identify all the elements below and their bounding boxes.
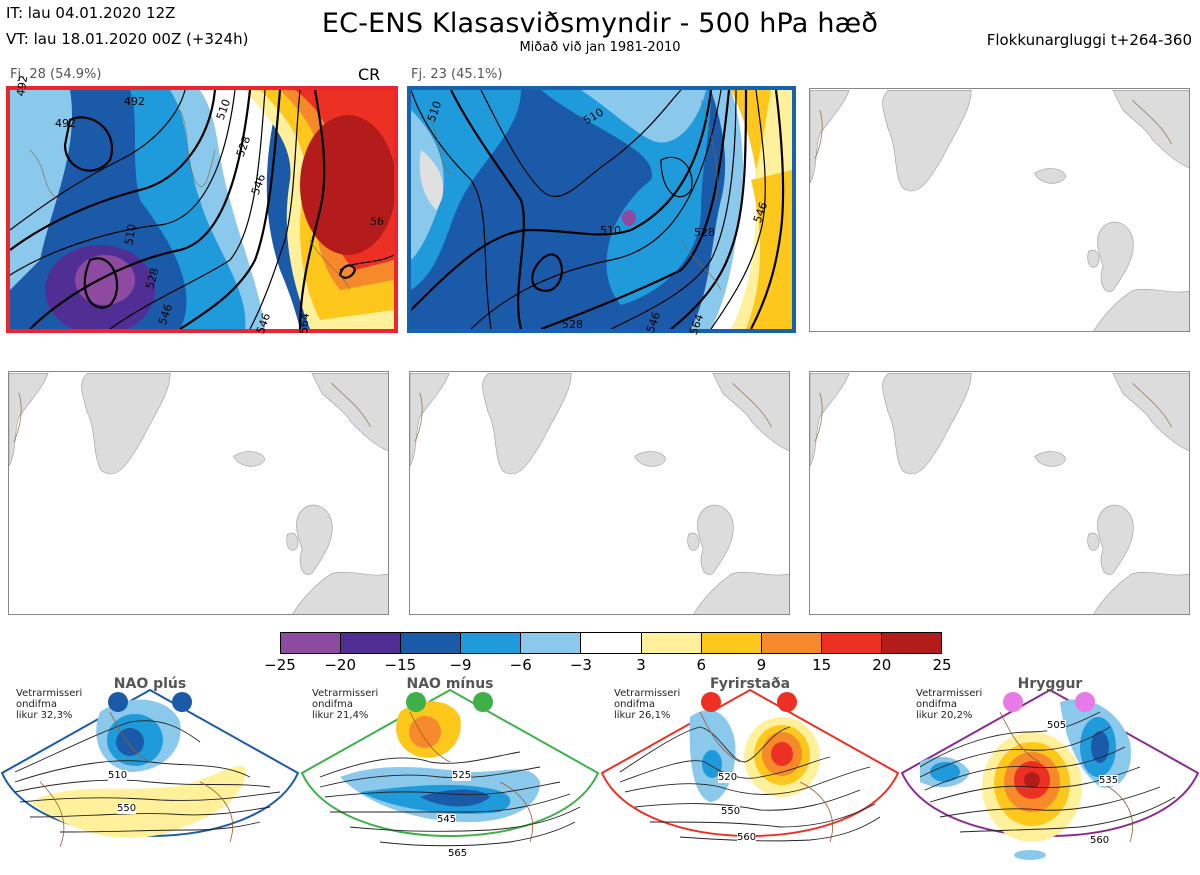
regime-contour-label: 545 xyxy=(437,814,457,825)
regime-contour-label: 525 xyxy=(452,770,472,781)
empty-map-3 xyxy=(409,371,790,615)
colorbar-segment xyxy=(880,633,942,653)
regime-dot xyxy=(172,692,192,712)
regime-title-blocking: Fyrirstaða xyxy=(709,676,791,692)
cluster-map-1-graphic xyxy=(10,90,394,329)
colorbar-segment xyxy=(460,633,521,653)
colorbar-label: 15 xyxy=(812,656,832,674)
regime-title-nao-plus: NAO plús xyxy=(113,676,187,692)
empty-map-1 xyxy=(809,88,1190,332)
regime-note-nao-minus: Vetrarmisseri ondifma likur 21,4% xyxy=(312,688,379,721)
regime-contour-label: 560 xyxy=(737,832,757,843)
colorbar-label: 25 xyxy=(932,656,952,674)
regime-contour-label: 535 xyxy=(1099,775,1119,786)
regime-contour-label: 505 xyxy=(1047,720,1067,731)
page-subtitle: Miðað við jan 1981-2010 xyxy=(519,40,681,55)
regime-note-blocking: Vetrarmisseri ondifma likur 26,1% xyxy=(614,688,681,721)
regime-contour-label: 510 xyxy=(108,770,128,781)
regime-row: NAO plús NAO mínus Fyrirstaða Hryggur Ve… xyxy=(0,672,1200,871)
regime-contour-label: 550 xyxy=(721,806,741,817)
panel1-caption: Fj. 28 (54.9%) xyxy=(10,67,102,82)
regime-dot xyxy=(1003,692,1023,712)
regime-nao-minus xyxy=(300,688,600,847)
colorbar-segment xyxy=(281,633,341,653)
contour-label: 492 xyxy=(124,95,145,108)
empty-map-2 xyxy=(8,371,389,615)
colorbar-label: 6 xyxy=(696,656,707,674)
regime-title-ridge: Hryggur xyxy=(1017,676,1083,692)
colorbar-segment xyxy=(760,633,821,653)
colorbar-segment xyxy=(580,633,641,653)
regime-dot xyxy=(1075,692,1095,712)
regime-contour-label: 520 xyxy=(718,772,738,783)
colorbar-label: −6 xyxy=(509,656,532,674)
panel1-tag: CR xyxy=(358,65,381,84)
regime-graphics xyxy=(0,688,1200,860)
contour-label: 56 xyxy=(370,215,384,228)
regime-note-nao-plus: Vetrarmisseri ondifma likur 32,3% xyxy=(16,688,83,721)
regime-title-nao-minus: NAO mínus xyxy=(406,676,494,692)
regime-dot xyxy=(108,692,128,712)
regime-nao-plus xyxy=(0,688,300,848)
cluster-map-2-graphic xyxy=(411,90,792,329)
regime-contour-label: 550 xyxy=(117,803,137,814)
cluster-map-1 xyxy=(6,86,398,333)
contour-label: 528 xyxy=(694,226,715,239)
colorbar-segment xyxy=(700,633,761,653)
contour-label: 564 xyxy=(297,312,312,335)
colorbar-segment xyxy=(520,633,581,653)
regime-dot xyxy=(701,692,721,712)
regime-dot xyxy=(777,692,797,712)
contour-label: 492 xyxy=(55,117,76,130)
regime-note-ridge: Vetrarmisseri ondifma likur 20,2% xyxy=(916,688,983,721)
contour-label: 528 xyxy=(562,318,583,331)
empty-map-4 xyxy=(809,371,1190,615)
colorbar-segment xyxy=(340,633,401,653)
colorbar-label: −20 xyxy=(324,656,356,674)
regime-dot xyxy=(473,692,493,712)
valid-time: VT: lau 18.01.2020 00Z (+324h) xyxy=(6,30,249,48)
colorbar xyxy=(280,632,942,654)
contour-label: 510 xyxy=(600,224,621,237)
page-title: EC-ENS Klasasviðsmyndir - 500 hPa hæð xyxy=(321,8,879,39)
regime-blocking xyxy=(600,688,900,843)
colorbar-label: 9 xyxy=(756,656,767,674)
colorbar-segment xyxy=(640,633,701,653)
regime-dot xyxy=(406,692,426,712)
colorbar-label: 3 xyxy=(636,656,646,674)
colorbar-segment xyxy=(400,633,461,653)
colorbar-label: −9 xyxy=(449,656,472,674)
colorbar-label: −15 xyxy=(384,656,417,674)
cluster-map-2 xyxy=(407,86,796,333)
initial-time: IT: lau 04.01.2020 12Z xyxy=(6,4,176,22)
colorbar-segment xyxy=(820,633,881,653)
colorbar-label: −25 xyxy=(264,656,296,674)
regime-contour-label: 560 xyxy=(1090,835,1110,846)
colorbar-label: 20 xyxy=(872,656,892,674)
classification-window: Flokkunargluggi t+264-360 xyxy=(986,31,1192,49)
regime-ridge xyxy=(900,688,1200,860)
regime-contour-label: 565 xyxy=(448,848,468,859)
colorbar-label: −3 xyxy=(569,656,592,674)
panel2-caption: Fj. 23 (45.1%) xyxy=(411,67,503,82)
